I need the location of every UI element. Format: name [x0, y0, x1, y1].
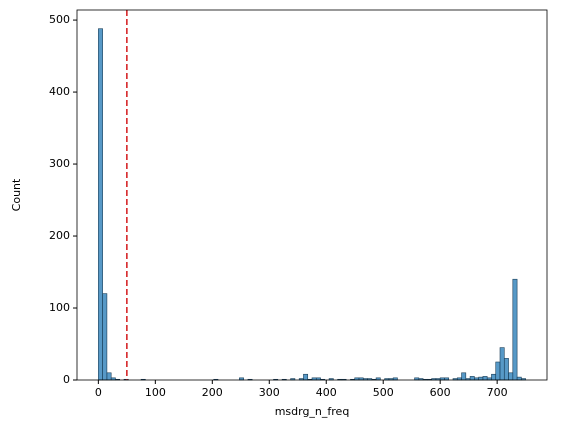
- bar: [503, 358, 509, 381]
- x-tick-label: 400: [316, 386, 337, 399]
- bar: [508, 372, 514, 381]
- bar: [469, 376, 475, 381]
- y-axis-label: Count: [10, 178, 23, 211]
- y-tick-label: 200: [49, 229, 70, 242]
- x-tick-label: 200: [202, 386, 223, 399]
- bar: [303, 373, 309, 381]
- x-tick-label: 0: [95, 386, 102, 399]
- x-tick-label: 700: [487, 386, 508, 399]
- bar: [482, 376, 488, 381]
- x-tick-label: 100: [145, 386, 166, 399]
- y-tick-label: 400: [49, 85, 70, 98]
- y-tick-label: 300: [49, 157, 70, 170]
- plot-frame: [76, 9, 548, 381]
- y-tick-label: 0: [63, 373, 70, 386]
- bar: [512, 278, 518, 381]
- x-tick-label: 600: [430, 386, 451, 399]
- bar: [495, 361, 501, 381]
- x-axis-label: msdrg_n_freq: [275, 405, 350, 418]
- bar: [461, 372, 467, 381]
- bar: [106, 372, 112, 381]
- bar: [102, 293, 108, 381]
- x-tick-label: 500: [373, 386, 394, 399]
- bar: [478, 376, 484, 381]
- y-tick-label: 100: [49, 301, 70, 314]
- y-tick-label: 500: [49, 13, 70, 26]
- x-tick-label: 300: [259, 386, 280, 399]
- bar: [499, 347, 505, 381]
- bar: [98, 28, 103, 381]
- bar: [516, 376, 522, 381]
- bar: [491, 373, 497, 381]
